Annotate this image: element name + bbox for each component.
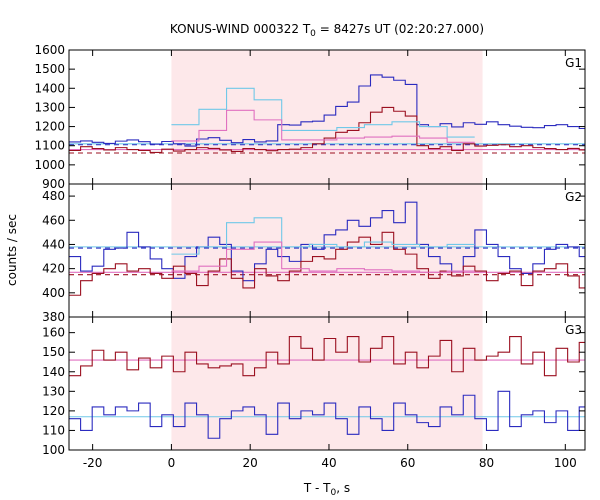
y-tick-label: 440 — [42, 237, 65, 251]
x-tick-label: 20 — [243, 456, 258, 470]
panel-plot — [69, 74, 585, 154]
x-tick-label: 80 — [479, 456, 494, 470]
y-tick-label: 900 — [42, 177, 65, 191]
y-tick-label: 130 — [42, 384, 65, 398]
panel-g1: 900 1000 1100 1200 1300 1400 1500 1600 G1 — [34, 43, 586, 191]
x-tick-label: 100 — [554, 456, 577, 470]
y-tick-label: 100 — [42, 443, 65, 457]
panel-frame — [68, 316, 586, 451]
y-tick-label: 400 — [42, 286, 65, 300]
x-axis-label: T - T0, s — [303, 481, 350, 498]
chart-title-sub: 0 — [310, 29, 316, 39]
y-tick-label: 140 — [42, 365, 65, 379]
y-tick-label: 1100 — [34, 139, 65, 153]
y-tick-label: 1200 — [34, 120, 65, 134]
panels: 9001000110012001300140015001600G13804004… — [34, 43, 586, 470]
chart-title-main: KONUS-WIND 000322 T — [170, 22, 311, 36]
panel-label: G3 — [565, 323, 582, 337]
series-pink-histogram — [171, 109, 475, 143]
y-tick-label: 1500 — [34, 62, 65, 76]
series-cyan-histogram — [171, 217, 475, 255]
panel-g2: 380 400 420 440 460 480 G2 — [42, 183, 586, 324]
series-blue-histogram — [69, 74, 585, 147]
y-tick-label: 1300 — [34, 100, 65, 114]
y-tick-label: 150 — [42, 345, 65, 359]
y-tick-label: 1400 — [34, 81, 65, 95]
y-tick-label: 420 — [42, 262, 65, 276]
x-tick-label: -20 — [83, 456, 103, 470]
y-tick-label: 1600 — [34, 43, 65, 57]
y-tick-label: 160 — [42, 326, 65, 340]
panel-plot — [69, 201, 585, 296]
series-red-histogram — [69, 336, 585, 377]
series-pink-histogram — [171, 241, 475, 273]
series-blue-histogram — [69, 390, 585, 439]
panel-plot — [69, 336, 585, 439]
series-blue-histogram — [69, 201, 585, 282]
panel-g3: 100 110 120 130 140 150 160 -20 0 20 40 60 80 100 G3 — [42, 316, 586, 470]
y-tick-label: 460 — [42, 213, 65, 227]
y-tick-label: 480 — [42, 189, 65, 203]
x-axis-label-rest: , s — [336, 481, 350, 495]
x-tick-label: 60 — [400, 456, 415, 470]
chart-title-rest: = 8427s UT (02:20:27.000) — [316, 22, 484, 36]
series-red-histogram — [69, 231, 585, 296]
y-tick-label: 120 — [42, 404, 65, 418]
series-cyan-histogram — [171, 87, 475, 138]
y-tick-label: 110 — [42, 423, 65, 437]
y-axis-label: counts / sec — [5, 214, 19, 286]
series-red-histogram — [69, 106, 585, 153]
x-tick-label: 0 — [168, 456, 176, 470]
chart-title: KONUS-WIND 000322 T0 = 8427s UT (02:20:2… — [170, 22, 484, 39]
highlight-region — [171, 184, 483, 317]
highlight-region — [171, 50, 483, 184]
x-tick-label: 40 — [321, 456, 336, 470]
x-axis-label-main: T - T — [303, 481, 331, 495]
highlight-region — [171, 317, 483, 450]
y-tick-label: 1000 — [34, 158, 65, 172]
y-tick-label: 380 — [42, 310, 65, 324]
x-axis-label-sub: 0 — [331, 488, 337, 498]
panel-label: G2 — [565, 190, 582, 204]
panel-label: G1 — [565, 56, 582, 70]
